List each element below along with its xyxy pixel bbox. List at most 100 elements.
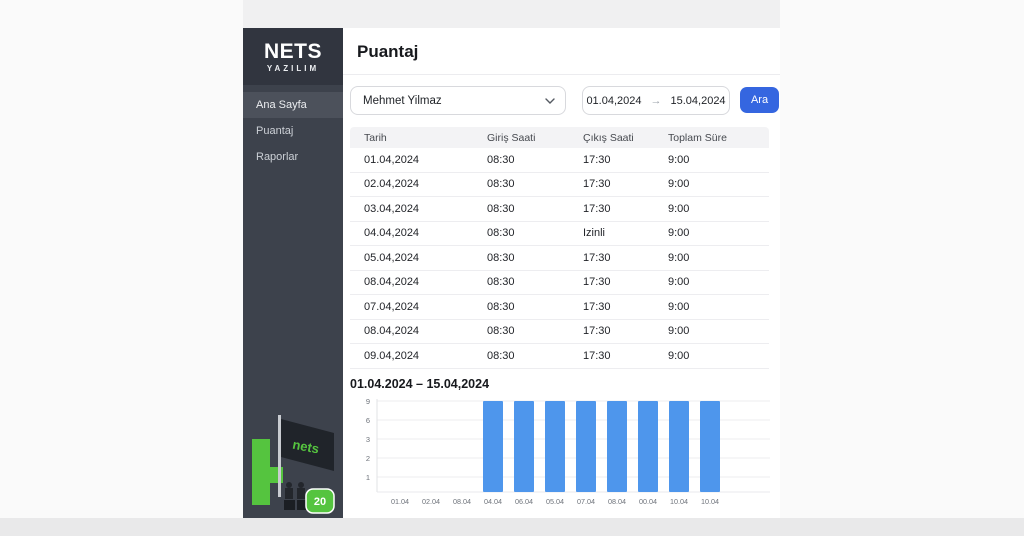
sidebar-item-puantaj[interactable]: Puantaj <box>256 125 294 137</box>
table-cell: 17:30 <box>583 153 611 166</box>
table-row: 08.04,2024 08:30 17:30 9:00 <box>350 271 769 295</box>
x-tick-label: 02.04 <box>422 497 440 506</box>
column-header: Tarih <box>364 131 387 144</box>
table-row: 04.04,2024 08:30 Izinli 9:00 <box>350 222 769 246</box>
table-cell: 9:00 <box>668 251 690 264</box>
table-cell: 09.04,2024 <box>364 349 420 362</box>
bar <box>576 401 596 492</box>
nets-flag-logo: nets 20 <box>252 415 335 514</box>
x-tick-label: 01.04 <box>391 497 409 506</box>
x-tick-label: 00.04 <box>639 497 657 506</box>
table-cell: 17:30 <box>583 251 611 264</box>
bar <box>483 401 503 492</box>
table-cell: 17:30 <box>583 325 611 338</box>
table-cell: 03.04,2024 <box>364 202 420 215</box>
logo: NETS YAZILIM <box>243 28 343 85</box>
anniversary-badge: 20 <box>314 496 326 508</box>
timesheet-table: Tarih Giriş Saati Çıkış Saati Toplam Süre 0… <box>350 127 769 369</box>
table-cell: 08:30 <box>487 153 515 166</box>
table-row: 07.04,2024 08:30 17:30 9:00 <box>350 295 769 320</box>
table-cell: 08:30 <box>487 227 515 240</box>
bar <box>638 401 658 492</box>
table-cell: 17:30 <box>583 202 611 215</box>
flag-text: nets <box>291 437 320 457</box>
column-header: Giriş Saati <box>487 131 536 144</box>
chevron-down-icon <box>545 97 555 104</box>
table-cell: 9:00 <box>668 276 690 289</box>
filter-controls: Mehmet Yilmaz 01.04,2024 → 15.04,2024 Ar… <box>350 86 780 115</box>
app-window: NETS YAZILIM Ana Sayfa Puantaj Raporlar ne… <box>243 0 780 518</box>
table-row: 09.04,2024 08:30 17:30 9:00 <box>350 344 769 369</box>
date-range-picker[interactable]: 01.04,2024 → 15.04,2024 <box>582 86 730 115</box>
window-top-band <box>243 0 780 28</box>
bar <box>669 401 689 492</box>
column-header: Çıkış Saati <box>583 131 634 144</box>
employee-select[interactable]: Mehmet Yilmaz <box>350 86 566 115</box>
table-row: 08.04,2024 08:30 17:30 9:00 <box>350 320 769 344</box>
table-cell: 08.04,2024 <box>364 276 420 289</box>
sidebar-item-raporlar[interactable]: Raporlar <box>256 151 299 163</box>
x-tick-label: 08.04 <box>608 497 626 506</box>
page-header: Puantaj <box>343 28 780 75</box>
table-cell: 08.04,2024 <box>364 325 420 338</box>
y-tick-label: 1 <box>366 473 370 482</box>
y-tick-label: 9 <box>366 397 370 406</box>
bar <box>545 401 565 492</box>
y-tick-label: 6 <box>366 416 370 425</box>
x-tick-label: 10.04 <box>701 497 719 506</box>
page-bottom-strip <box>0 518 1024 536</box>
table-cell: 9:00 <box>668 349 690 362</box>
table-cell: 08:30 <box>487 300 515 313</box>
arrow-right-icon: → <box>650 94 662 107</box>
employee-select-value: Mehmet Yilmaz <box>363 94 442 107</box>
table-cell: 17:30 <box>583 349 611 362</box>
main-content: Puantaj Mehmet Yilmaz 01.04,2024 → 15.04… <box>343 28 780 518</box>
hours-bar-chart: 9 6 3 2 1 01.04 02.04 08.04 04.04 06.04 05.04 07.04… <box>366 397 770 506</box>
table-cell: 9:00 <box>668 325 690 338</box>
table-row: 01.04,2024 08:30 17:30 9:00 <box>350 148 769 173</box>
table-cell: 08:30 <box>487 325 515 338</box>
sidebar-menu: Ana Sayfa Puantaj Raporlar <box>243 92 343 170</box>
bar <box>700 401 720 492</box>
table-cell: 17:30 <box>583 276 611 289</box>
table-row: 02.04,2024 08:30 17:30 9:00 <box>350 173 769 197</box>
table-cell: 17:30 <box>583 300 611 313</box>
x-tick-label: 08.04 <box>453 497 471 506</box>
y-tick-label: 3 <box>366 435 370 444</box>
table-cell: 9:00 <box>668 202 690 215</box>
table-cell: 9:00 <box>668 178 690 191</box>
table-cell: 08:30 <box>487 202 515 215</box>
table-cell: 01.04,2024 <box>364 153 420 166</box>
table-row: 03.04,2024 08:30 17:30 9:00 <box>350 197 769 222</box>
x-tick-label: 05.04 <box>546 497 564 506</box>
x-tick-label: 07.04 <box>577 497 595 506</box>
table-cell: 08:30 <box>487 178 515 191</box>
table-row: 05.04,2024 08:30 17:30 9:00 <box>350 246 769 271</box>
table-cell: 9:00 <box>668 227 690 240</box>
bar <box>514 401 534 492</box>
table-cell: 17:30 <box>583 178 611 191</box>
table-cell: Izinli <box>583 227 606 240</box>
page-title: Puantaj <box>357 42 419 61</box>
date-range-end: 15.04,2024 <box>670 94 726 107</box>
bar <box>607 401 627 492</box>
people-figures <box>284 482 308 510</box>
table-cell: 9:00 <box>668 300 690 313</box>
table-cell: 02.04,2024 <box>364 178 420 191</box>
table-cell: 9:00 <box>668 153 690 166</box>
x-tick-label: 10.04 <box>670 497 688 506</box>
x-tick-label: 06.04 <box>515 497 533 506</box>
logo-title: NETS <box>263 39 322 63</box>
table-cell: 08:30 <box>487 349 515 362</box>
table-cell: 05.04,2024 <box>364 251 420 264</box>
table-cell: 08:30 <box>487 276 515 289</box>
table-header-row: Tarih Giriş Saati Çıkış Saati Toplam Süre <box>350 127 769 148</box>
date-range-start: 01.04,2024 <box>586 94 642 107</box>
table-cell: 08:30 <box>487 251 515 264</box>
column-header: Toplam Süre <box>668 131 727 144</box>
sidebar: NETS YAZILIM Ana Sayfa Puantaj Raporlar ne… <box>243 28 343 518</box>
sidebar-item-ana-sayfa[interactable]: Ana Sayfa <box>243 92 343 118</box>
table-body: 01.04,2024 08:30 17:30 9:00 02.04,2024 08:30 1… <box>350 148 769 369</box>
logo-subtitle: YAZILIM <box>266 63 320 73</box>
search-button[interactable]: Ara <box>740 87 779 113</box>
